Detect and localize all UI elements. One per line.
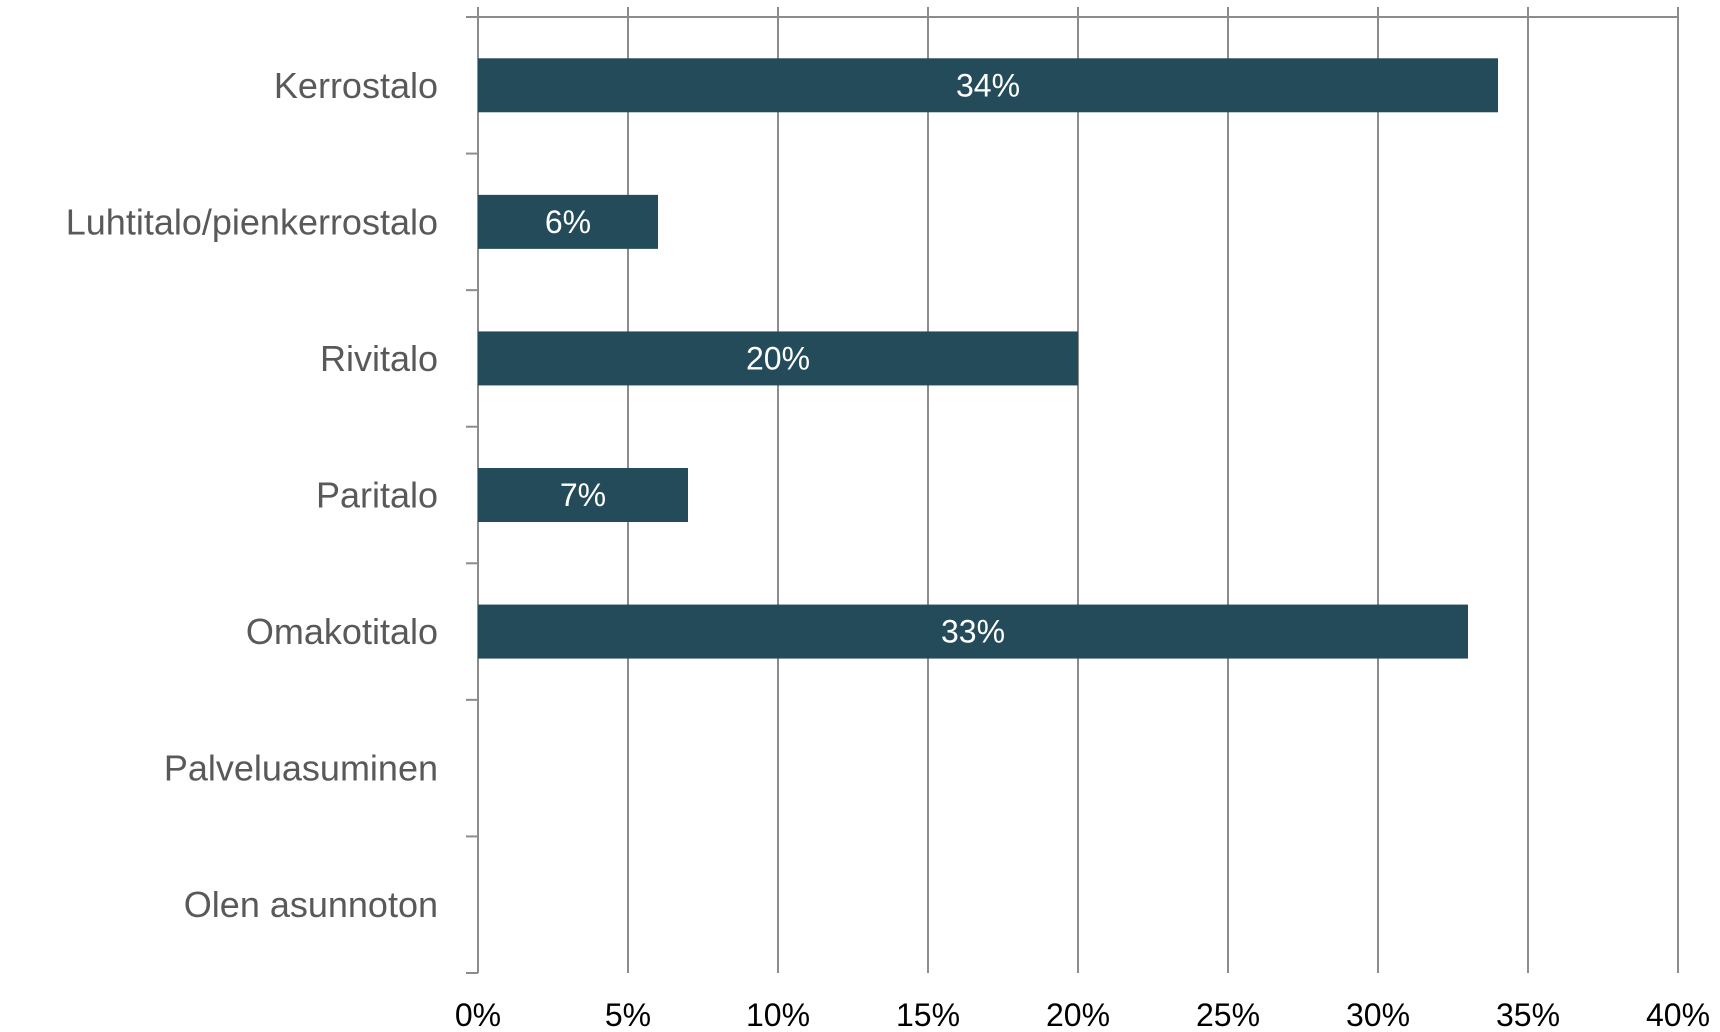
bar-luhtitalo-pienkerrostalo [478, 194, 658, 249]
category-labels: Kerrostalo Luhtitalo/pienkerrostalo Rivita… [66, 65, 438, 925]
data-label-luhtitalo-pienkerrostalo: 6% [545, 204, 591, 240]
category-label-rivitalo: Rivitalo [320, 338, 438, 379]
data-labels: 34% 6% 20% 7% 33% [545, 67, 1020, 649]
category-label-olen-asunnoton: Olen asunnoton [184, 884, 438, 925]
category-axis [466, 16, 479, 974]
x-tick-label: 10% [746, 997, 810, 1032]
x-tick-label: 30% [1346, 997, 1410, 1032]
data-label-paritalo: 7% [560, 477, 606, 513]
data-label-rivitalo: 20% [746, 340, 810, 376]
x-tick-label: 25% [1196, 997, 1260, 1032]
category-label-omakotitalo: Omakotitalo [246, 611, 438, 652]
category-label-luhtitalo-pienkerrostalo: Luhtitalo/pienkerrostalo [66, 201, 438, 242]
category-label-palveluasuminen: Palveluasuminen [164, 748, 438, 789]
bar-rivitalo [478, 331, 1078, 386]
bar-kerrostalo [478, 58, 1498, 113]
bar-omakotitalo [478, 604, 1468, 659]
data-label-omakotitalo: 33% [941, 614, 1005, 650]
data-label-kerrostalo: 34% [956, 67, 1020, 103]
grid [477, 7, 1679, 973]
x-tick-label: 15% [896, 997, 960, 1032]
x-tick-label: 0% [455, 997, 501, 1032]
category-label-kerrostalo: Kerrostalo [274, 65, 438, 106]
bars [478, 58, 1498, 659]
category-label-paritalo: Paritalo [316, 475, 438, 516]
x-tick-label: 5% [605, 997, 651, 1032]
x-tick-label: 40% [1646, 997, 1710, 1032]
x-tick-label: 35% [1496, 997, 1560, 1032]
bar-paritalo [478, 468, 688, 522]
x-tick-label: 20% [1046, 997, 1110, 1032]
value-axis-labels: 0% 5% 10% 15% 20% 25% 30% 35% 40% [455, 997, 1710, 1032]
